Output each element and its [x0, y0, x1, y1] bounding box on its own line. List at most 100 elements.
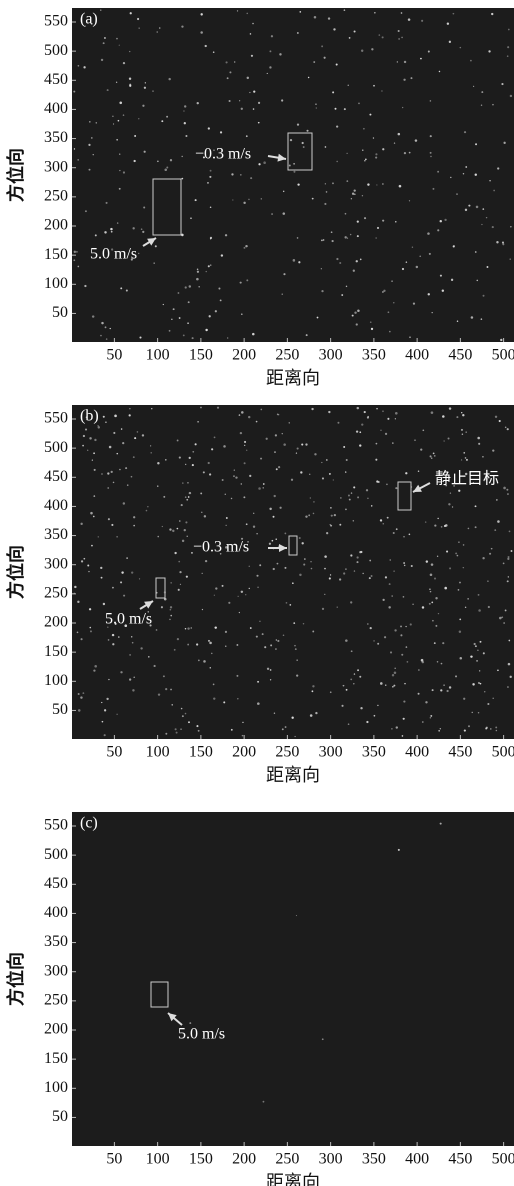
x-tick-label: 250 [275, 347, 299, 364]
speckle [209, 642, 212, 645]
speckle [367, 623, 368, 624]
speckle [487, 703, 489, 705]
speckle [306, 130, 308, 132]
speckle [430, 715, 432, 717]
speckle [290, 139, 292, 141]
speckle [253, 108, 255, 110]
speckle [412, 604, 413, 605]
x-tick-label: 50 [106, 1151, 122, 1168]
speckle [120, 287, 122, 289]
speckle [273, 568, 275, 570]
speckle [369, 577, 371, 579]
speckle [244, 462, 246, 464]
speckle [260, 458, 262, 460]
speckle [392, 442, 393, 443]
x-tick-label: 400 [405, 1151, 429, 1168]
speckle [104, 231, 106, 233]
x-tick-label: 350 [362, 347, 386, 364]
speckle [179, 456, 181, 458]
speckle [388, 311, 390, 313]
speckle [74, 251, 76, 253]
speckle [231, 498, 232, 499]
speckle [120, 671, 122, 673]
speckle [364, 217, 366, 219]
speckle [357, 221, 359, 223]
speckle [107, 472, 109, 474]
speckle [293, 171, 295, 173]
speckle [180, 728, 181, 729]
speckle [179, 520, 181, 522]
speckle [468, 528, 470, 530]
speckle [198, 730, 200, 732]
x-tick-label: 200 [232, 347, 256, 364]
speckle [440, 823, 442, 825]
speckle [108, 518, 110, 520]
speckle [357, 669, 359, 671]
speckle [385, 433, 387, 435]
speckle [83, 558, 85, 560]
speckle [93, 495, 95, 497]
speckle [475, 251, 477, 253]
speckle [388, 606, 390, 608]
speckle [279, 53, 281, 55]
speckle [410, 77, 412, 79]
speckle [101, 577, 103, 579]
speckle [357, 496, 359, 498]
speckle [176, 732, 178, 734]
speckle [312, 631, 314, 633]
speckle [165, 459, 166, 460]
speckle [91, 545, 93, 547]
speckle [205, 329, 207, 331]
speckle [325, 183, 326, 184]
speckle [380, 682, 383, 685]
speckle [127, 484, 129, 486]
speckle [337, 422, 339, 424]
speckle [382, 599, 384, 601]
speckle [121, 428, 123, 430]
x-axis-label: 距离向 [266, 765, 320, 785]
speckle [271, 35, 273, 37]
speckle [105, 326, 107, 328]
y-tick-label: 450 [44, 468, 68, 485]
speckle [81, 638, 83, 640]
speckle [187, 322, 189, 324]
speckle [284, 567, 286, 569]
speckle [129, 678, 131, 680]
speckle [428, 293, 430, 295]
speckle [155, 245, 157, 247]
speckle [488, 50, 490, 52]
speckle [430, 135, 432, 137]
speckle [340, 497, 342, 499]
speckle [439, 71, 440, 72]
speckle [85, 428, 87, 430]
speckle [397, 61, 398, 62]
speckle [197, 102, 199, 104]
speckle [134, 437, 136, 439]
x-tick-label: 200 [232, 744, 256, 761]
speckle [129, 78, 131, 80]
speckle [122, 442, 124, 444]
speckle [382, 220, 384, 222]
speckle [503, 562, 505, 564]
speckle [253, 513, 254, 514]
x-tick-label: 50 [106, 744, 122, 761]
speckle [296, 659, 297, 660]
speckle [395, 221, 397, 223]
speckle [457, 555, 459, 557]
speckle [510, 95, 512, 97]
speckle [449, 567, 451, 569]
speckle [113, 432, 115, 434]
speckle [350, 554, 352, 556]
speckle [243, 202, 245, 204]
speckle [441, 663, 443, 665]
speckle [183, 334, 185, 336]
speckle [267, 73, 268, 74]
speckle [350, 601, 352, 603]
speckle [468, 205, 470, 207]
speckle [129, 414, 131, 416]
speckle [157, 31, 158, 32]
speckle [209, 176, 211, 178]
speckle [434, 577, 436, 579]
speckle [257, 681, 259, 683]
x-tick-label: 400 [405, 744, 429, 761]
